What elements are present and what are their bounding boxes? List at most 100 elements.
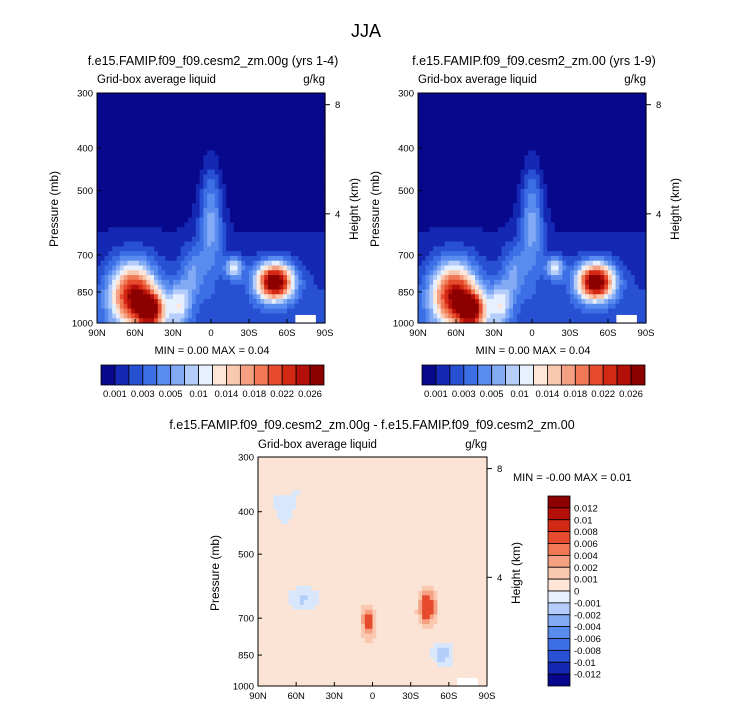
heatmap-cell — [279, 294, 284, 300]
heatmap-cell — [290, 150, 296, 156]
heatmap-cell — [494, 140, 499, 147]
heatmap-cell — [264, 93, 269, 99]
heatmap-cell — [543, 203, 548, 209]
heatmap-cell — [230, 160, 235, 166]
heatmap-cell — [547, 303, 552, 310]
heatmap-cell — [112, 212, 117, 219]
heatmap-cell — [112, 174, 117, 180]
heatmap-cell — [176, 299, 182, 305]
heatmap-cell — [173, 93, 178, 99]
heatmap-cell — [119, 102, 125, 108]
heatmap-cell — [509, 136, 514, 142]
heatmap-cell — [467, 97, 472, 104]
heatmap-cell — [532, 212, 537, 219]
heatmap-cell — [577, 126, 582, 132]
heatmap-cell — [146, 231, 151, 238]
heatmap-cell — [478, 150, 484, 156]
heatmap-cell — [421, 131, 427, 137]
heatmap-cell — [459, 313, 465, 319]
heatmap-cell — [321, 308, 326, 315]
heatmap-cell — [306, 169, 311, 176]
heatmap-cell — [154, 270, 159, 276]
heatmap-cell — [547, 169, 552, 176]
heatmap-cell — [471, 241, 476, 247]
heatmap-cell — [184, 193, 189, 200]
heatmap-cell — [321, 236, 326, 243]
heatmap-cell — [241, 289, 246, 295]
heatmap-cell — [207, 318, 212, 324]
heatmap-cell — [127, 169, 132, 176]
heatmap-cell — [287, 227, 292, 233]
heatmap-cell — [104, 179, 109, 185]
heatmap-cell — [275, 260, 280, 267]
heatmap-cell — [444, 208, 449, 214]
heatmap-cell — [165, 236, 170, 243]
heatmap-cell — [309, 164, 315, 171]
heatmap-cell — [562, 227, 567, 233]
heatmap-cell — [108, 184, 113, 190]
heatmap-cell — [260, 241, 265, 247]
heatmap-cell — [184, 179, 189, 185]
heatmap-cell — [513, 222, 518, 228]
heatmap-cell — [437, 97, 442, 104]
heatmap-cell — [203, 164, 208, 171]
heatmap-cell — [478, 179, 484, 185]
heatmap-cell — [562, 231, 567, 238]
heatmap-cell — [475, 93, 480, 99]
x-tick-label: 0 — [208, 328, 213, 339]
heatmap-cell — [494, 193, 499, 200]
heatmap-cell — [100, 126, 106, 132]
heatmap-cell — [173, 279, 178, 286]
heatmap-cell — [425, 131, 430, 137]
heatmap-cell — [558, 145, 563, 152]
heatmap-cell — [317, 308, 322, 315]
heatmap-cell — [146, 241, 151, 247]
heatmap-cell — [573, 289, 579, 295]
heatmap-cell — [482, 102, 487, 108]
heatmap-cell — [154, 222, 159, 228]
heatmap-cell — [249, 184, 254, 190]
heatmap-cell — [463, 131, 468, 137]
heatmap-cell — [249, 260, 254, 267]
heatmap-cell — [317, 260, 322, 267]
heatmap-cell — [478, 308, 484, 315]
heatmap-cell — [199, 270, 204, 276]
heatmap-cell — [528, 169, 533, 176]
heatmap-cell — [112, 121, 117, 128]
heatmap-cell — [520, 279, 525, 286]
heatmap-cell — [135, 184, 140, 190]
heatmap-cell — [313, 217, 318, 223]
heatmap-cell — [119, 145, 125, 152]
heatmap-cell — [509, 265, 514, 271]
heatmap-cell — [131, 241, 136, 247]
heatmap-cell — [478, 97, 484, 104]
heatmap-cell — [309, 198, 315, 204]
colorbar-label: 0.014 — [215, 389, 239, 400]
heatmap-cell — [577, 208, 582, 214]
heatmap-cell — [294, 299, 299, 305]
heatmap-cell — [306, 203, 311, 209]
heatmap-cell — [482, 188, 487, 195]
heatmap-cell — [192, 155, 197, 161]
heatmap-cell — [283, 169, 288, 176]
heatmap-cell — [192, 299, 197, 305]
heatmap-cell — [123, 198, 128, 204]
heatmap-cell — [566, 208, 571, 214]
heatmap-cell — [558, 308, 563, 315]
heatmap-cell — [509, 131, 514, 137]
heatmap-cell — [271, 164, 277, 171]
heatmap-cell — [207, 174, 212, 180]
heatmap-cell — [283, 227, 288, 233]
heatmap-cell — [154, 246, 159, 252]
heatmap-cell — [279, 231, 284, 238]
heatmap-cell — [154, 275, 159, 281]
heatmap-cell — [195, 289, 201, 295]
heatmap-cell — [237, 164, 242, 171]
heatmap-cell — [135, 131, 140, 137]
heatmap-cell — [524, 279, 529, 286]
heatmap-cell — [459, 179, 465, 185]
heatmap-cell — [123, 140, 128, 147]
heatmap-cell — [245, 102, 250, 108]
heatmap-cell — [298, 255, 303, 262]
heatmap-cell — [554, 251, 560, 257]
